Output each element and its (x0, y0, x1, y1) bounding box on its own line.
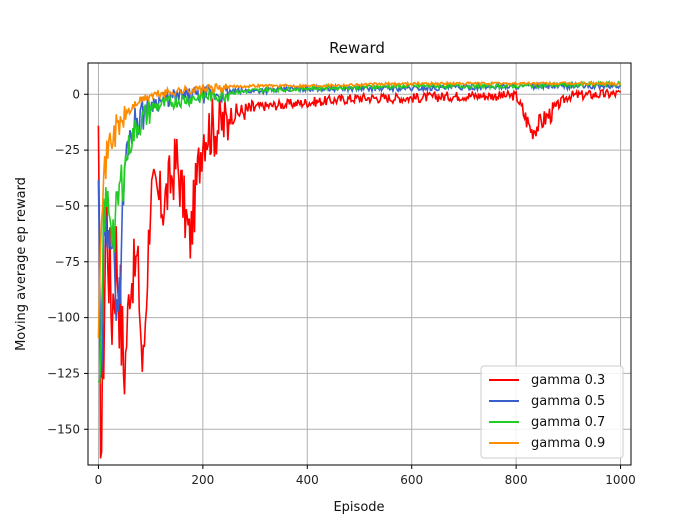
legend-box (480, 365, 624, 459)
x-tick-label: 0 (95, 473, 103, 487)
x-tick-label: 200 (191, 473, 214, 487)
x-axis-label: Episode (333, 500, 384, 515)
x-tick-label: 400 (296, 473, 319, 487)
legend-label: gamma 0.9 (531, 436, 605, 451)
y-tick-label: −125 (47, 366, 80, 380)
y-tick-label: 0 (72, 87, 80, 101)
axis-ticks: 0 200 400 600 800 1000 0 −25 −50 −75 −100 −125 −150 (47, 87, 636, 487)
y-tick-label: −50 (55, 199, 80, 213)
series-group (97, 79, 622, 459)
series-line-gamma-0-7 (97, 79, 622, 385)
chart-title: Reward (329, 39, 385, 57)
series-line-gamma-0-3 (97, 88, 621, 459)
series-line-gamma-0-9 (97, 80, 622, 339)
y-axis-label: Moving average ep reward (14, 177, 29, 351)
legend-label: gamma 0.7 (531, 415, 605, 430)
x-tick-label: 1000 (605, 473, 636, 487)
y-tick-label: −150 (47, 422, 80, 436)
legend-label: gamma 0.3 (531, 373, 605, 388)
y-tick-label: −25 (55, 143, 80, 157)
x-tick-label: 800 (505, 473, 528, 487)
plot-frame (87, 62, 632, 466)
legend: gamma 0.3 gamma 0.5 gamma 0.7 gamma 0.9 (480, 365, 624, 459)
y-tick-label: −75 (55, 255, 80, 269)
y-tick-label: −100 (47, 311, 80, 325)
x-tick-label: 600 (400, 473, 423, 487)
legend-label: gamma 0.5 (531, 394, 605, 409)
